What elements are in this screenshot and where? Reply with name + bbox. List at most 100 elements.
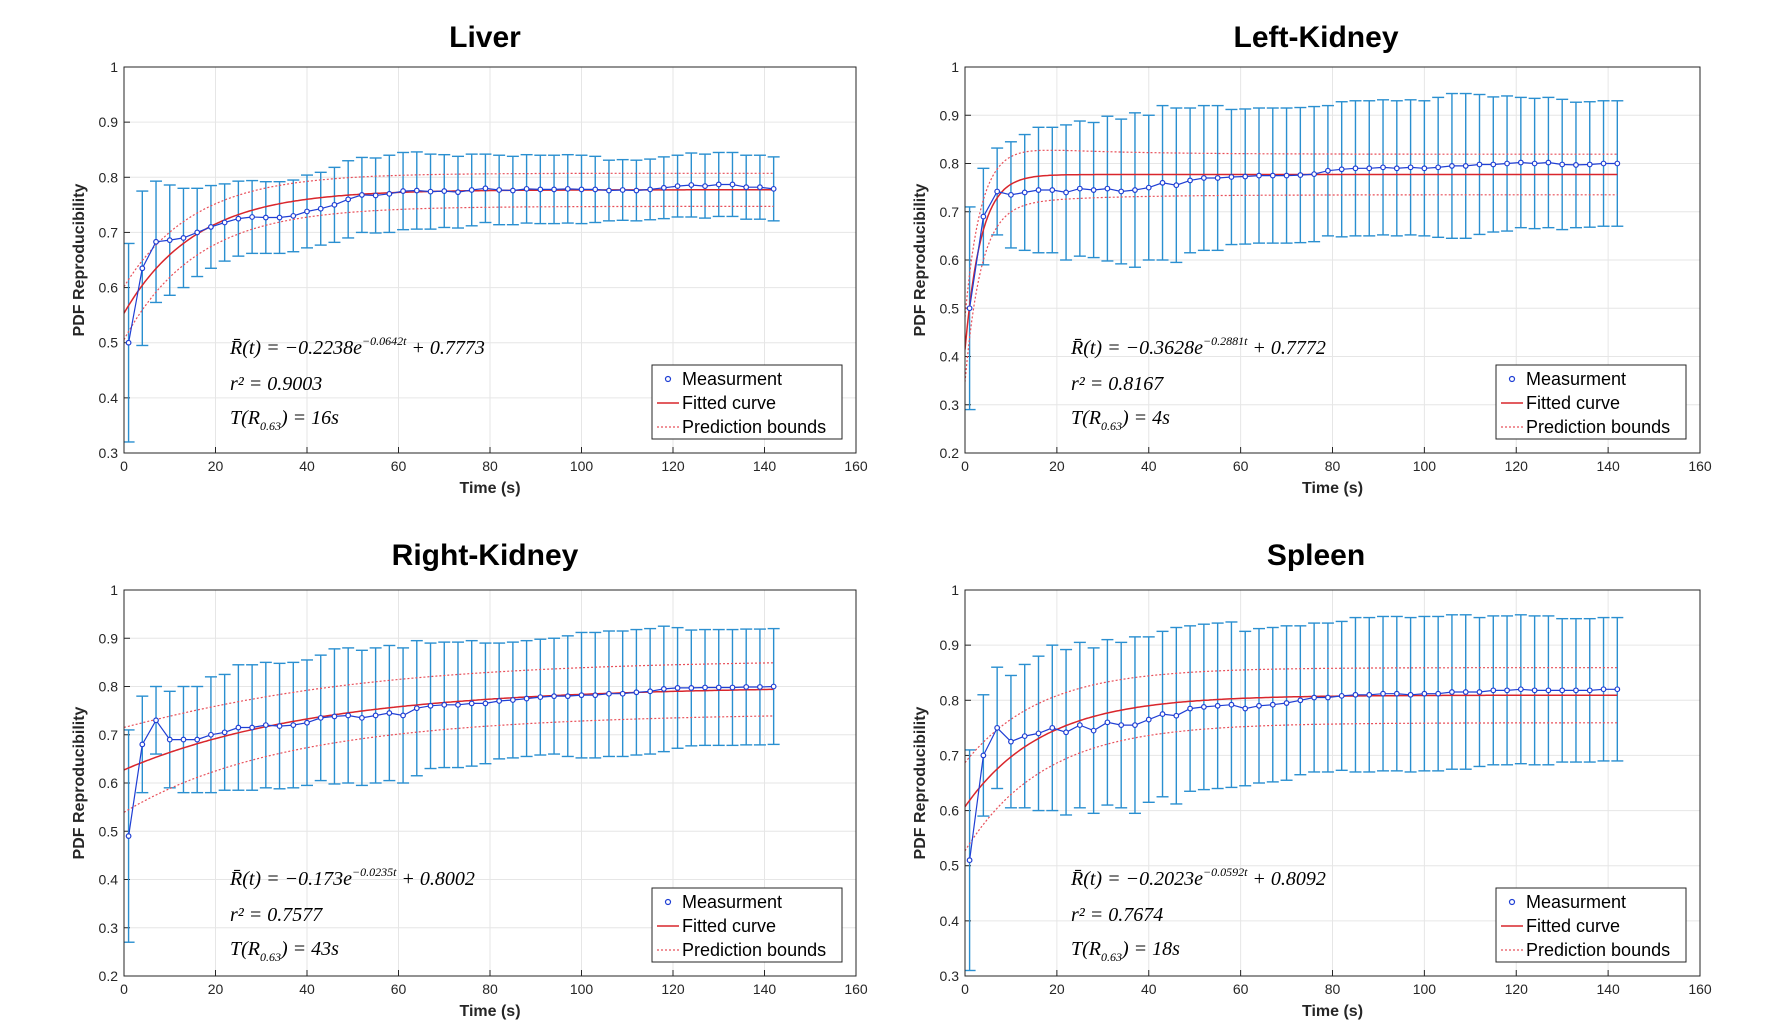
x-tick-label: 120: [1505, 458, 1529, 474]
legend-label: Prediction bounds: [1526, 417, 1670, 437]
data-point: [1407, 164, 1414, 171]
panel-liver: Liver 0 20 40 60 80 100 120 140 160 0.3 0.4 0.5 0.6 0.…: [71, 21, 868, 497]
y-tick-label: 1: [110, 59, 118, 75]
fitted-curve: [965, 694, 1618, 808]
data-point: [1256, 702, 1262, 709]
y-tick-label: 1: [951, 582, 959, 598]
data-point: [770, 683, 777, 690]
data-point: [1076, 185, 1083, 192]
data-point: [1517, 159, 1524, 166]
plot-area: [124, 151, 780, 443]
legend-item: Fitted curve: [657, 916, 776, 936]
x-tick-label: 60: [391, 458, 407, 474]
data-point: [1173, 712, 1180, 719]
data-point: [1214, 175, 1221, 181]
data-point: [1049, 724, 1056, 731]
time-constant: T(R0.63) = 4s: [1071, 407, 1170, 433]
x-tick-label: 100: [570, 981, 594, 997]
x-axis-label: Time (s): [459, 480, 520, 497]
data-point: [1586, 161, 1593, 168]
data-point: [633, 187, 640, 194]
x-tick-label: 0: [961, 981, 969, 997]
data-point: [1531, 687, 1538, 694]
fit-equation: R̄(t) = −0.173e−0.0235t + 0.8002: [229, 865, 475, 890]
prediction-bound-lower: [965, 722, 1618, 852]
data-point: [1008, 191, 1014, 198]
legend-item: Fitted curve: [657, 393, 776, 413]
fit-equation: R̄(t) = −0.3628e−0.2881t + 0.7772: [1070, 334, 1326, 359]
data-point: [1393, 690, 1400, 697]
y-tick-label: 0.8: [99, 169, 119, 185]
data-point: [359, 714, 365, 721]
data-point: [194, 229, 201, 236]
legend: Measurment Fitted curve Prediction bounds: [1495, 364, 1687, 440]
axes-box: [964, 589, 1701, 977]
x-tick-label: 160: [1688, 981, 1712, 997]
data-point: [166, 736, 173, 743]
data-point: [359, 192, 365, 198]
y-tick-label: 0.2: [99, 968, 119, 984]
data-point: [1407, 691, 1414, 698]
data-point: [633, 689, 640, 696]
data-point: [468, 187, 475, 193]
data-point: [966, 857, 973, 864]
x-tick-label: 40: [299, 981, 315, 997]
data-point: [482, 185, 489, 192]
legend-marker: [1508, 898, 1516, 906]
legend-label: Fitted curve: [682, 393, 776, 413]
legend-item: Measurment: [664, 369, 782, 389]
data-point: [523, 185, 530, 192]
data-point: [619, 690, 626, 697]
x-tick-label: 0: [120, 981, 128, 997]
data-point: [606, 690, 612, 697]
r-squared: r² = 0.7577: [230, 904, 323, 926]
data-point: [249, 724, 256, 731]
data-point: [468, 700, 475, 707]
x-tick-label: 100: [1413, 981, 1437, 997]
legend-item: Fitted curve: [1501, 916, 1620, 936]
data-point: [1449, 163, 1455, 169]
data-point: [1090, 187, 1097, 193]
y-tick-label: 0.9: [940, 107, 960, 123]
data-point: [1200, 175, 1207, 181]
data-point: [1325, 694, 1331, 701]
data-point: [1021, 189, 1028, 196]
data-point: [1311, 171, 1318, 178]
legend-label: Prediction bounds: [1526, 940, 1670, 960]
data-point: [1600, 160, 1607, 167]
plot-area: [965, 92, 1624, 411]
x-tick-label: 20: [208, 981, 224, 997]
data-point: [688, 182, 695, 188]
x-tick-label: 120: [1505, 981, 1529, 997]
r-squared: r² = 0.9003: [230, 373, 322, 395]
data-point: [1421, 690, 1428, 697]
prediction-bound-lower: [124, 205, 774, 340]
data-point: [1380, 164, 1386, 171]
y-tick-label: 1: [951, 59, 959, 75]
y-tick-label: 0.4: [940, 349, 960, 365]
data-point: [1090, 727, 1097, 734]
data-point: [619, 187, 626, 193]
data-point: [660, 184, 667, 191]
data-point: [1214, 702, 1221, 709]
y-tick-label: 0.6: [99, 280, 119, 296]
data-point: [688, 685, 695, 691]
data-point: [1545, 687, 1552, 694]
legend-item: Measurment: [1508, 892, 1626, 912]
data-point: [1076, 722, 1083, 728]
data-point: [1297, 697, 1304, 704]
data-point: [1614, 160, 1621, 167]
legend-item: Measurment: [1508, 369, 1626, 389]
y-tick-label: 0.9: [99, 630, 119, 646]
legend-item: Prediction bounds: [1501, 940, 1670, 960]
data-point: [166, 237, 173, 244]
data-point: [1559, 687, 1566, 694]
data-point: [647, 688, 654, 695]
data-point: [509, 187, 516, 194]
data-point: [509, 697, 516, 703]
legend-box: [1495, 364, 1687, 440]
data-point: [125, 339, 132, 346]
data-point: [1145, 184, 1152, 191]
data-point: [743, 184, 750, 191]
data-point: [1504, 160, 1510, 167]
